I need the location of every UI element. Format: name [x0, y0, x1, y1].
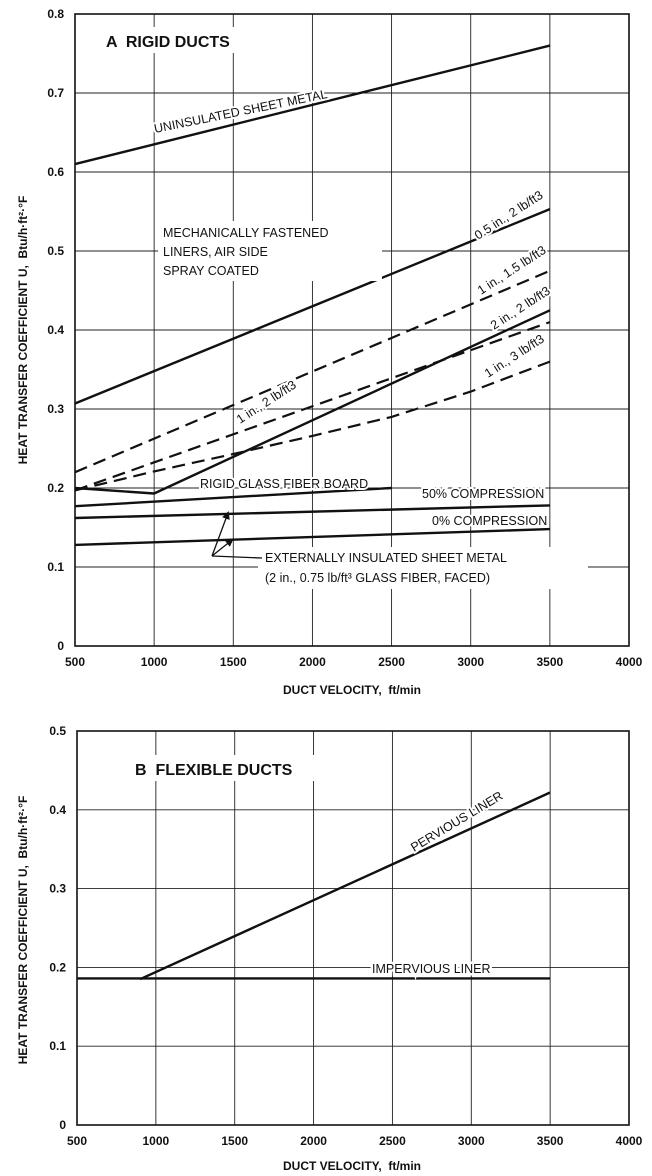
- flexible-ducts-y-tick-labels: 0 0.1 0.2 0.3 0.4 0.5: [49, 724, 66, 1132]
- annotation-externally-insulated: EXTERNALLY INSULATED SHEET METAL: [265, 551, 507, 565]
- series-line-0-compression: [74, 527, 550, 547]
- label-impervious-liner: IMPERVIOUS LINER: [372, 962, 491, 976]
- flexible-ducts-x-tick-labels: 500 1000 1500 2000 2500 3000 3500 4000: [67, 1134, 643, 1148]
- series-line-1-in-3-lb-ft3: [74, 360, 551, 492]
- flexible-y-tick-label: 0.4: [49, 803, 66, 817]
- flexible-ducts-x-axis-label: DUCT VELOCITY, ft/min: [283, 1159, 421, 1173]
- series-line-rigid-glass-fiber-board: [74, 486, 392, 508]
- rigid-ducts-frame: [74, 13, 630, 647]
- rigid-ducts-title: A RIGID DUCTS: [106, 34, 230, 51]
- rigid-x-tick-label: 3500: [537, 655, 564, 669]
- flexible-ducts-panel: 500 1000 1500 2000 2500 3000 3500 4000 00.10.20…: [16, 724, 643, 1173]
- flexible-y-tick-label: 0: [59, 1118, 66, 1132]
- flexible-y-tick-label: 0.2: [49, 960, 66, 974]
- rigid-x-tick-label: 2500: [378, 655, 405, 669]
- flexible-x-tick-label: 1500: [221, 1134, 248, 1148]
- flexible-ducts-grid: [76, 730, 630, 1126]
- label-1-inch-3-lb: 1 in., 3 lb/ft3: [482, 332, 547, 381]
- flexible-ducts-series: [77, 791, 551, 981]
- label-uninsulated-sheet-metal: UNINSULATED SHEET METAL: [153, 87, 329, 136]
- flexible-y-tick-label: 0.1: [49, 1039, 66, 1053]
- rigid-x-tick-label: 2000: [299, 655, 326, 669]
- series-line-2-in-2-lb-ft3: [74, 309, 551, 495]
- rigid-x-tick-label: 500: [65, 655, 85, 669]
- rigid-x-tick-label: 1500: [220, 655, 247, 669]
- series-line-1-in-2-lb-ft3: [74, 321, 551, 492]
- flexible-x-tick-label: 4000: [616, 1134, 643, 1148]
- flexible-ducts-title-background: [128, 755, 362, 781]
- rigid-y-tick-label: 0.1: [47, 560, 64, 574]
- rigid-y-tick-label: 0.6: [47, 165, 64, 179]
- label-50-percent-compression: 50% COMPRESSION: [422, 487, 544, 501]
- rigid-ducts-y-axis-label: HEAT TRANSFER COEFFICIENT U, Btu/h·ft²·°…: [16, 196, 30, 465]
- rigid-y-tick-label: 0.4: [47, 323, 64, 337]
- rigid-x-tick-label: 3000: [457, 655, 484, 669]
- rigid-y-tick-label: 0.5: [47, 244, 64, 258]
- flexible-y-tick-label: 0.5: [49, 724, 66, 738]
- flexible-x-tick-label: 3500: [537, 1134, 564, 1148]
- annotation-leader-arrows: [211, 511, 263, 559]
- rigid-ducts-x-tick-labels: 500 1000 1500 2000 2500 3000 3500 4000: [65, 655, 643, 669]
- flexible-x-tick-label: 3000: [458, 1134, 485, 1148]
- rigid-ducts-series: [74, 44, 551, 547]
- rigid-y-tick-label: 0.3: [47, 402, 64, 416]
- annotation-mechanical-background: [158, 221, 382, 281]
- series-line-1-in-1-5-lb-ft3: [74, 269, 551, 474]
- annotation-spray-coated: SPRAY COATED: [163, 264, 259, 278]
- label-1-inch-2-lb: 1 in., 2 lb/ft3: [234, 378, 299, 427]
- annotation-liners-air-side: LINERS, AIR SIDE: [163, 245, 268, 259]
- rigid-ducts-title-background: [100, 27, 280, 53]
- series-line-pervious-liner: [139, 791, 551, 981]
- annotation-glass-fiber-faced: (2 in., 0.75 lb/ft³ GLASS FIBER, FACED): [265, 571, 490, 585]
- rigid-ducts-panel: 500 1000 1500 2000 2500 3000 3500 4000 00.10.20…: [16, 7, 643, 697]
- rigid-y-tick-label: 0.8: [47, 7, 64, 21]
- flexible-ducts-title: B FLEXIBLE DUCTS: [135, 762, 293, 779]
- rigid-ducts-x-axis-label: DUCT VELOCITY, ft/min: [283, 683, 421, 697]
- flexible-y-tick-label: 0.3: [49, 882, 66, 896]
- series-line-50-compression: [74, 504, 550, 520]
- rigid-y-tick-label: 0.2: [47, 481, 64, 495]
- rigid-y-tick-label: 0.7: [47, 86, 64, 100]
- flexible-ducts-frame: [76, 730, 630, 1126]
- annotation-mechanically-fastened: MECHANICALLY FASTENED: [163, 226, 329, 240]
- annotation-external-background: [258, 547, 588, 589]
- flexible-ducts-y-axis-label: HEAT TRANSFER COEFFICIENT U, Btu/h·ft²·°…: [16, 796, 30, 1065]
- flexible-x-tick-label: 2500: [379, 1134, 406, 1148]
- series-line-0-5-in-2-lb-ft3: [74, 207, 551, 405]
- rigid-ducts-y-tick-labels: 0 0.1 0.2 0.3 0.4 0.5 0.6 0.7 0.8: [47, 7, 64, 653]
- flexible-x-tick-label: 2000: [300, 1134, 327, 1148]
- label-rigid-glass-fiber-board: RIGID GLASS FIBER BOARD: [200, 477, 368, 491]
- rigid-y-tick-label: 0: [57, 639, 64, 653]
- label-0-percent-compression: 0% COMPRESSION: [432, 514, 547, 528]
- rigid-x-tick-label: 4000: [616, 655, 643, 669]
- label-pervious-liner: PERVIOUS LINER: [408, 789, 505, 855]
- flexible-x-tick-label: 500: [67, 1134, 87, 1148]
- flexible-x-tick-label: 1000: [143, 1134, 170, 1148]
- rigid-x-tick-label: 1000: [141, 655, 168, 669]
- series-line-uninsulated-sheet-metal: [74, 44, 551, 166]
